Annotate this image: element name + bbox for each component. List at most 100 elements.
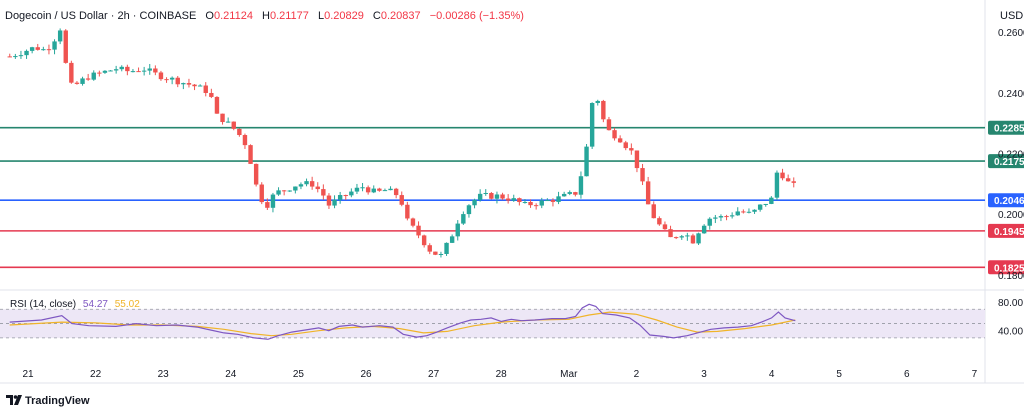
candle-body [791,181,796,183]
symbol-title: Dogecoin / US Dollar · 2h · COINBASE [5,10,197,22]
candle-body [769,197,774,204]
candle-body [651,204,656,219]
time-tick-label: 25 [293,369,305,380]
candle-body [293,186,298,191]
candle-body [377,188,382,191]
tradingview-brand[interactable]: TradingView [6,395,90,407]
candle-body [690,235,696,244]
candle-body [612,130,617,139]
level-tag [988,193,1024,208]
tradingview-text: TradingView [25,395,90,407]
candle-body [108,70,113,72]
price-levels: 0.2285 0.2175 0.2046 0.1945 0.1825 [0,120,1024,274]
candle-body [433,251,438,255]
candle-body [584,146,589,177]
candle-body [713,217,718,219]
candle-body [326,195,332,206]
candle-body [511,198,516,201]
time-tick-label: 22 [90,369,102,380]
candle-body [382,190,388,192]
candle-body [405,204,410,219]
candle-body [147,68,152,71]
tradingview-logo-icon [6,395,22,405]
candle-body [186,83,192,85]
candle-body [203,85,208,93]
time-tick-label: 7 [972,369,978,380]
candle-body [181,83,186,85]
candle-body [449,236,455,243]
candle-body [231,121,236,129]
candle-body [399,195,404,205]
candle-body [556,196,561,202]
time-axis: 21 22 23 24 25 26 27 28 Mar 2 3 4 5 6 7 [22,369,977,380]
level-tag-label: 0.1945 [994,227,1024,238]
candle-body [500,194,505,199]
candle-body [567,192,572,194]
candle-body [623,142,628,149]
candle-body [410,218,416,226]
candle-body [97,72,102,74]
candle-body [595,100,600,104]
candle-body [360,187,365,189]
candle-body [332,199,337,206]
candle-body [757,204,763,210]
currency-button[interactable]: USD [1000,10,1024,22]
rsi-tick-label: 40.00 [998,327,1023,338]
candle-body [444,242,449,254]
level-tag [988,120,1024,135]
candle-body [164,79,169,81]
candle-body [466,205,472,215]
time-tick-label: Mar [560,369,578,380]
candle-body [63,30,68,63]
time-tick-label: 26 [360,369,372,380]
candle-body [259,184,264,203]
candle-body [7,56,12,58]
candle-body [617,138,623,143]
candle-body [13,56,18,58]
candle-body [276,190,281,195]
rsi-label: RSI (14, close) [10,299,77,310]
candle-body [298,184,304,187]
high-label: H [262,10,270,22]
candle-body [46,49,52,51]
candle-body [427,245,432,252]
candle-body [18,55,24,57]
candle-body [673,237,679,239]
candle-body [696,233,701,244]
rsi-pane [0,303,985,340]
candle-body [169,77,175,80]
rsi-ma-value: 55.02 [114,299,140,310]
candle-body [281,190,287,192]
candle-body [354,187,360,192]
candle-body [315,186,320,190]
candle-body [225,121,231,123]
candle-body [679,236,684,238]
candle-body [668,229,673,238]
candle-body [35,47,40,50]
rsi-value: 54.27 [82,299,108,310]
time-tick-label: 24 [225,369,237,380]
candle-body [80,78,85,84]
price-tick-label: 0.1800 [998,271,1024,282]
candle-body [136,71,141,73]
candle-body [707,218,712,226]
candle-body [601,100,606,120]
candle-body [785,178,791,182]
candle-body [74,82,80,84]
candle-body [746,211,752,213]
candle-body [477,193,483,200]
candle-body [214,96,220,114]
candle-body [237,128,242,136]
level-tag-label: 0.2285 [994,124,1024,135]
candle-body [505,198,511,201]
candle-body [685,235,690,237]
low-value: 0.20829 [324,10,364,22]
candle-body [545,200,550,202]
rsi-legend[interactable]: RSI (14, close) 54.27 55.02 [10,299,140,310]
candle-body [141,70,147,72]
